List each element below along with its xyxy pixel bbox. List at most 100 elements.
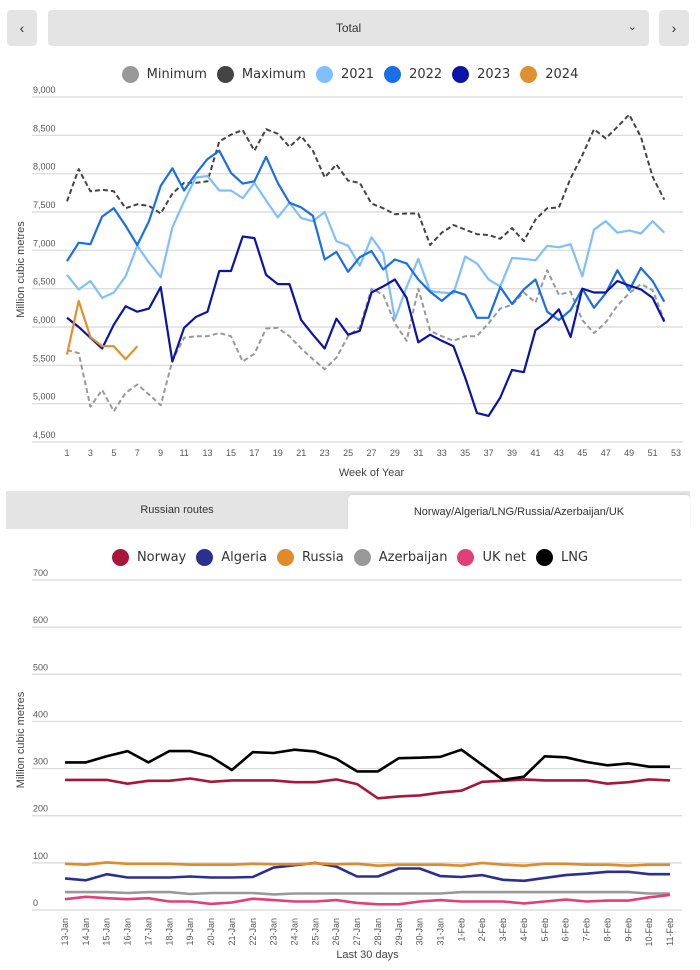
y-tick-label: 4,500 (33, 430, 56, 440)
x-tick-label: 33 (437, 448, 447, 458)
x-tick-label: 15-Jan (102, 918, 112, 946)
x-tick-label: 23 (320, 448, 330, 458)
y-tick-label: 9,000 (33, 85, 56, 95)
legend-label: LNG (561, 550, 589, 565)
legend-item-2023[interactable]: 2023 (452, 66, 510, 83)
legend-label: 2024 (545, 67, 579, 82)
legend-item-azerbaijan[interactable]: Azerbaijan (353, 549, 447, 566)
legend-item-2024[interactable]: 2024 (520, 66, 578, 83)
x-tick-label: 17 (249, 448, 259, 458)
series-line-2023 (66, 235, 666, 417)
y-tick-label: 200 (33, 804, 48, 814)
x-tick-label: 20-Jan (206, 918, 216, 946)
x-tick-label: 9 (158, 448, 163, 458)
legend-label: Minimum (146, 67, 207, 82)
y-tick-label: 5,500 (33, 353, 56, 363)
legend-label: 2022 (409, 67, 443, 82)
legend-item-maximum[interactable]: Maximum (216, 66, 306, 83)
series-line-uk-net (64, 893, 671, 906)
legend-item-uk-net[interactable]: UK net (457, 549, 526, 566)
series-line-minimum (66, 269, 666, 413)
x-tick-label: 29 (390, 448, 400, 458)
series-line-norway (65, 777, 671, 800)
x-tick-label: 24-Jan (289, 918, 299, 946)
y-tick-label: 500 (33, 662, 48, 672)
legend-dot-icon (315, 66, 333, 83)
x-tick-label: 21 (296, 448, 306, 458)
x-tick-label: 13-Jan (60, 918, 70, 946)
x-tick-label: 9-Feb (623, 918, 633, 942)
legend-item-minimum[interactable]: Minimum (121, 66, 207, 83)
legend-item-2022[interactable]: 2022 (384, 66, 442, 83)
x-tick-label: 11-Feb (665, 918, 675, 946)
legend-item-2021[interactable]: 2021 (315, 66, 374, 83)
series-line-algeria (64, 861, 670, 883)
legend-dot-icon (196, 549, 214, 566)
y-axis-title: Million cubic metres (15, 691, 27, 788)
legend-label: Russia (301, 550, 344, 565)
legend-top-chart: Minimum Maximum 2021 2022 2023 2024 (0, 66, 700, 83)
tab-norway-algeria-lng[interactable]: Norway/Algeria/LNG/Russia/Azerbaijan/UK (348, 495, 690, 529)
selector-value: Total (335, 21, 362, 35)
x-tick-label: 23-Jan (269, 918, 279, 946)
x-tick-label: 25 (343, 448, 353, 458)
x-tick-label: 35 (460, 448, 470, 458)
y-tick-label: 6,500 (33, 277, 56, 287)
x-tick-label: 30-Jan (415, 918, 425, 946)
y-tick-label: 300 (33, 757, 48, 767)
x-tick-label: 43 (554, 448, 564, 458)
legend-item-lng[interactable]: LNG (536, 549, 588, 566)
legend-dot-icon (276, 549, 294, 566)
legend-dot-icon (457, 549, 475, 566)
x-tick-label: 7-Feb (582, 918, 592, 942)
y-tick-label: 5,000 (33, 392, 56, 402)
x-tick-label: 19-Jan (185, 918, 195, 946)
series-line-azerbaijan (65, 890, 670, 896)
tab-russian-routes[interactable]: Russian routes (140, 504, 214, 516)
x-tick-label: 3 (88, 448, 93, 458)
x-tick-label: 3-Feb (498, 918, 508, 942)
legend-label: Norway (136, 550, 187, 565)
legend-label: Algeria (221, 550, 267, 565)
x-tick-label: 27-Jan (352, 918, 362, 946)
legend-dot-icon (384, 66, 402, 83)
x-tick-label: 47 (601, 448, 611, 458)
x-tick-label: 37 (484, 448, 494, 458)
x-tick-label: 11 (179, 448, 188, 458)
x-tick-label: 4-Feb (519, 918, 529, 942)
x-tick-label: 28-Jan (373, 918, 383, 946)
y-tick-label: 6,000 (33, 315, 56, 325)
chevron-down-icon: ⌄ (627, 21, 637, 33)
y-tick-label: 100 (33, 851, 48, 861)
legend-item-norway[interactable]: Norway (111, 549, 187, 566)
legend-label: 2023 (477, 67, 511, 82)
y-tick-label: 600 (33, 615, 48, 625)
x-tick-label: 41 (530, 448, 540, 458)
series-selector[interactable]: Total ⌄ (48, 10, 649, 46)
x-tick-label: 13 (203, 448, 213, 458)
legend-dot-icon (452, 66, 470, 83)
x-tick-label: 31-Jan (436, 918, 446, 946)
x-tick-label: 10-Feb (644, 918, 654, 947)
chevron-right-icon: › (671, 20, 677, 36)
x-tick-label: 17-Jan (143, 918, 153, 946)
x-tick-label: 18-Jan (164, 918, 174, 946)
series-line-2021 (66, 174, 666, 321)
next-button[interactable]: › (659, 10, 689, 46)
series-line-maximum (66, 113, 666, 246)
x-tick-label: 25-Jan (310, 918, 320, 946)
legend-item-algeria[interactable]: Algeria (196, 549, 267, 566)
x-tick-label: 15 (226, 448, 236, 458)
x-axis-title: Last 30 days (336, 949, 399, 961)
y-tick-label: 700 (33, 568, 48, 578)
prev-button[interactable]: ‹ (7, 10, 37, 46)
x-tick-label: 6-Feb (561, 918, 571, 942)
x-tick-label: 21-Jan (227, 918, 237, 946)
x-tick-label: 29-Jan (394, 918, 404, 946)
x-tick-label: 39 (507, 448, 517, 458)
y-tick-label: 7,500 (33, 200, 56, 210)
x-tick-label: 31 (413, 448, 423, 458)
x-tick-label: 53 (671, 448, 681, 458)
tab-bar: Russian routes Norway/Algeria/LNG/Russia… (6, 491, 690, 529)
legend-item-russia[interactable]: Russia (276, 549, 344, 566)
